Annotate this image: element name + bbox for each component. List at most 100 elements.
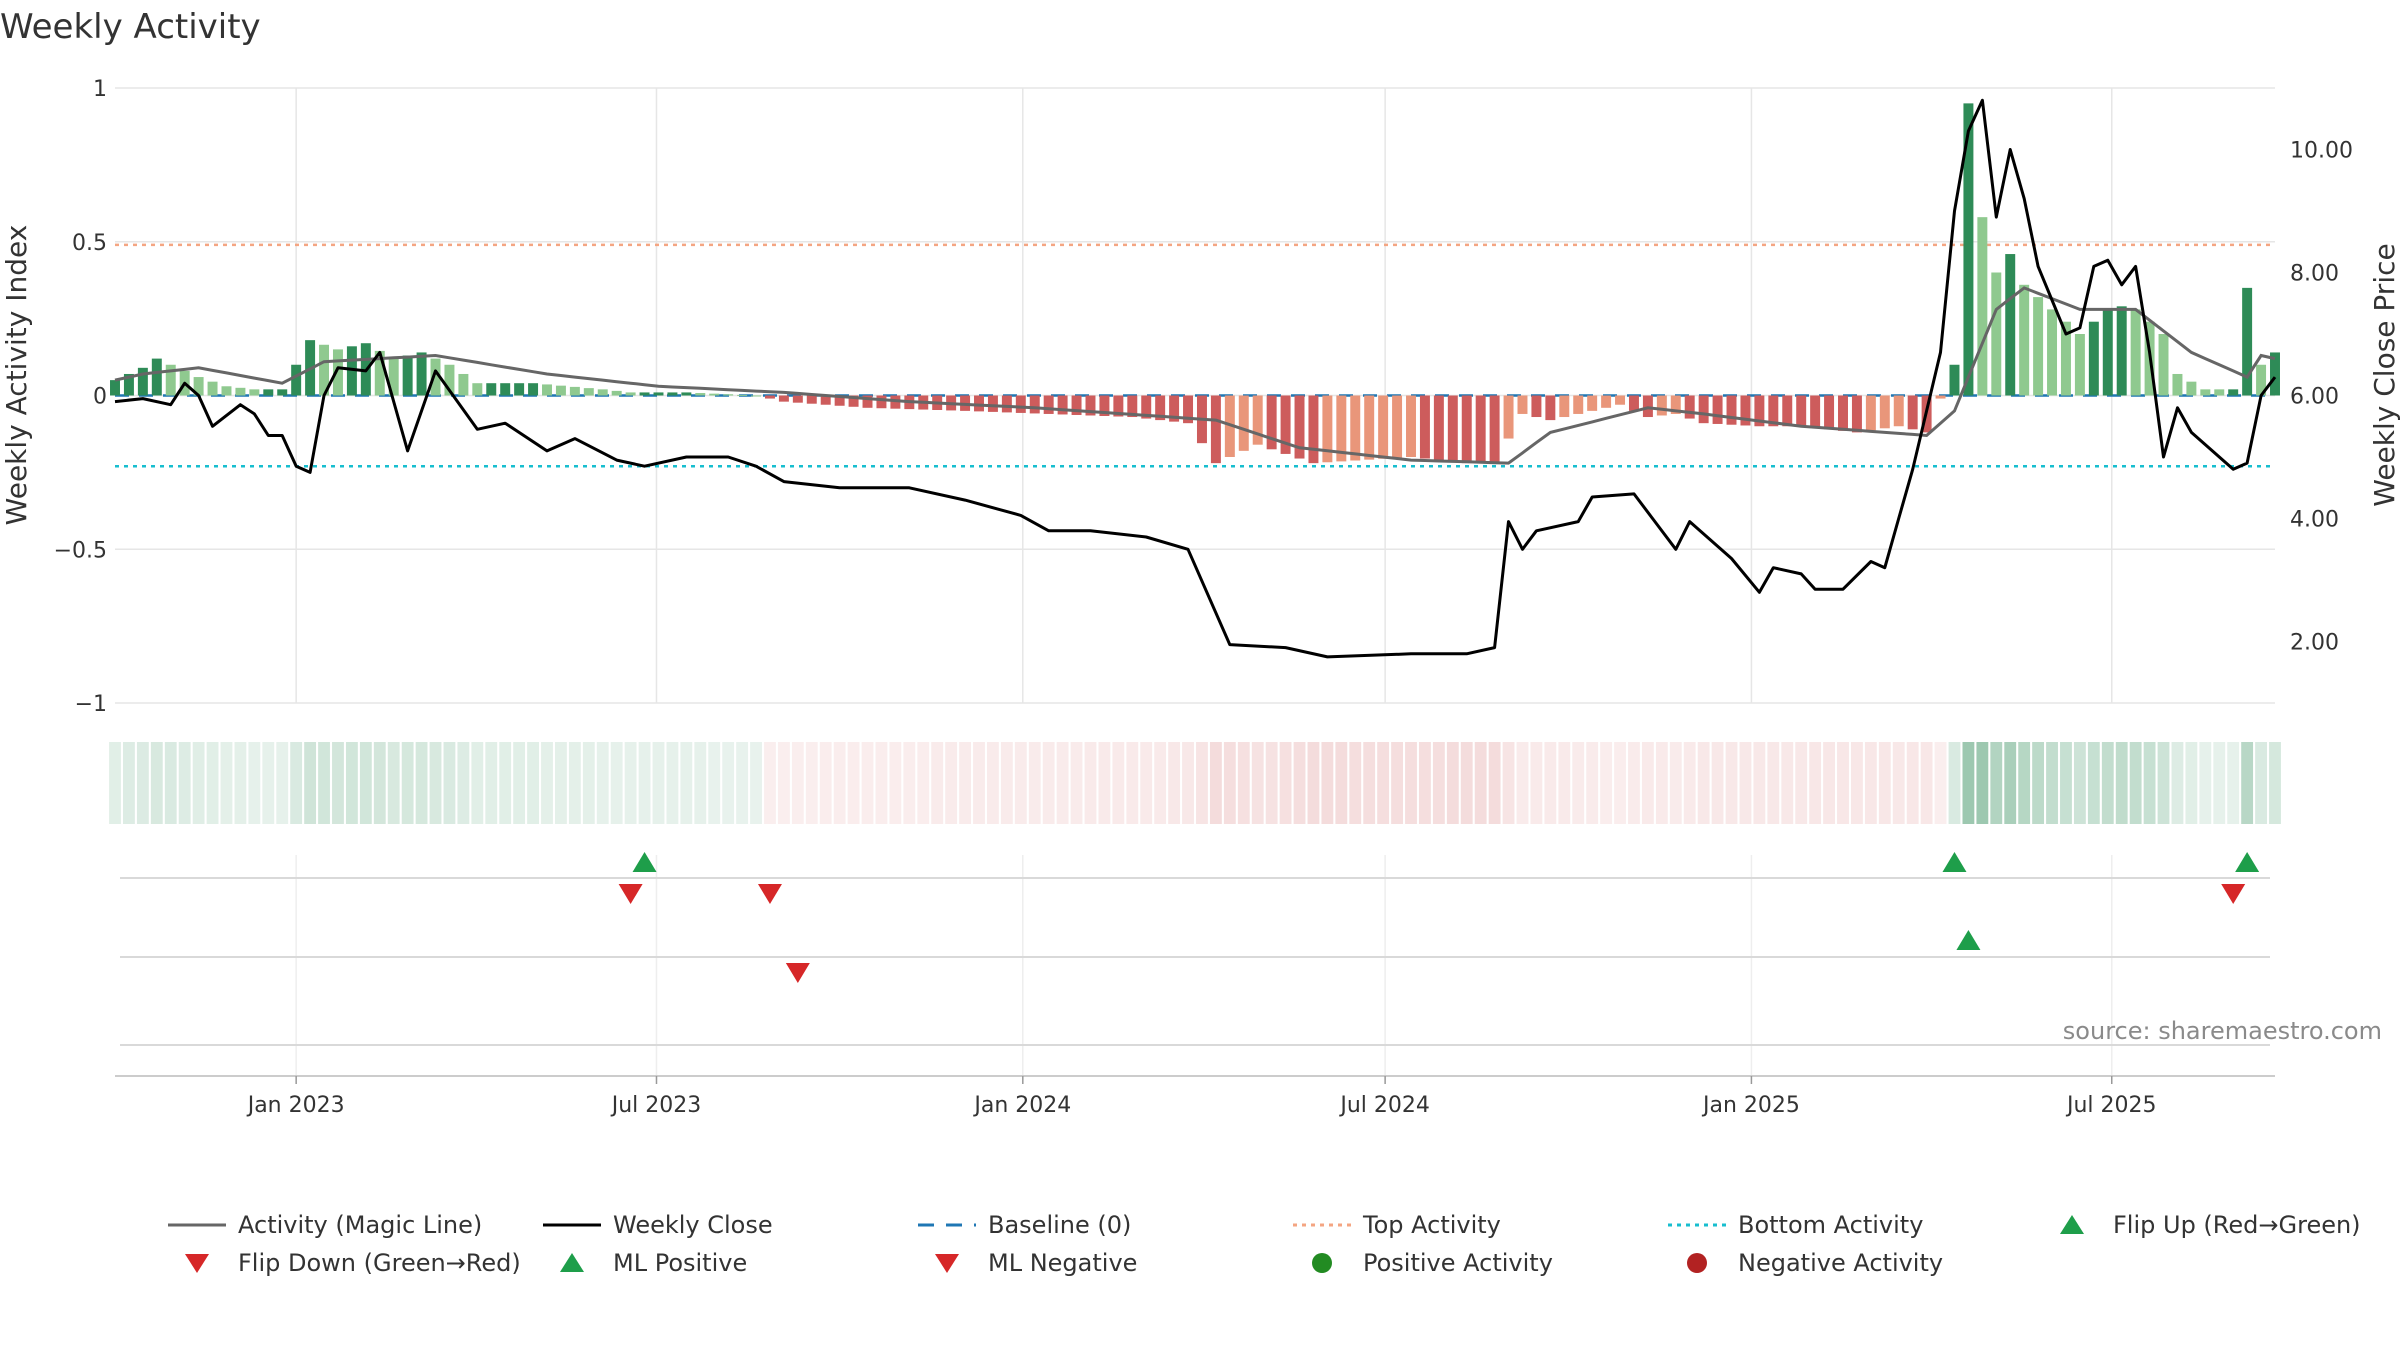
activity-bar [486,383,497,396]
heat-strip-cell [1544,742,1557,824]
heat-strip-cell [485,742,498,824]
activity-bar [277,389,288,396]
heat-strip-cell [973,742,985,824]
legend-label: Activity (Magic Line) [238,1211,482,1239]
activity-bar [792,395,803,403]
chart-title: Weekly Activity [0,7,261,47]
heat-strip-cell [1251,742,1264,824]
legend-swatch [2060,1215,2084,1234]
legend-label: ML Positive [613,1249,747,1277]
heat-strip-cell [1864,742,1877,824]
heat-strip-cell [513,742,526,824]
activity-bar [2228,389,2239,396]
activity-bar [110,380,120,396]
heat-strip-cell [1962,742,1975,824]
heat-strip-cell [2018,742,2031,824]
activity-bar [583,388,594,396]
heat-strip-cell [1084,742,1097,824]
heat-strip-cell [1014,742,1027,824]
heat-strip-cell [2199,742,2212,824]
heat-strip-cell [694,742,707,824]
activity-bar [667,392,678,396]
heat-strip-cell [1976,742,1989,824]
heat-strip-cell [680,742,693,824]
activity-bar [2130,309,2141,396]
activity-bar [1461,395,1472,464]
activity-bar [806,395,817,404]
heat-strip-cell [1391,742,1403,824]
activity-bar [569,386,580,396]
activity-bar [430,358,441,396]
activity-bar [1406,395,1416,457]
x-tick-label: Jul 2025 [2065,1093,2157,1118]
activity-bar [1796,395,1807,427]
event-markers [120,852,2270,1046]
ml-positive-marker [1956,930,1981,950]
heat-strip-cell [736,742,749,824]
heat-strip-cell [499,742,512,824]
heat-strip-cell [624,742,637,824]
y-tick-label: 0 [93,385,107,410]
activity-bar [1712,395,1723,424]
series-lines [114,98,2277,659]
heat-strip-cell [1168,742,1181,824]
activity-bar [1517,395,1528,414]
heat-strip-cell [1641,742,1654,824]
legend-label: Weekly Close [613,1211,773,1239]
heat-strip-cell [1209,742,1222,824]
activity-bar [416,352,427,396]
activity-bar [1071,395,1082,415]
activity-bar [1475,395,1486,464]
heat-strip-cell [1934,742,1947,824]
activity-bar [876,395,887,409]
activity-bar [1628,395,1639,411]
heat-strip-cell [206,742,219,824]
heat-strip-cell [1196,742,1208,824]
activity-bar [2060,321,2071,396]
activity-bar [263,389,274,396]
legend-item: Top Activity [1293,1211,1501,1239]
heat-strip-cell [1683,742,1696,824]
heat-strip-cell [1488,742,1501,824]
heat-strip-cell [1586,742,1599,824]
heat-strip-cell [2004,742,2017,824]
heat-strip-cell [1739,742,1752,824]
heat-strip-cell [652,742,665,824]
heat-strip-cell [1140,742,1153,824]
activity-bar [1907,395,1918,430]
heat-strip-cell [1182,742,1194,824]
heat-strip-cell [1349,742,1362,824]
activity-bar [458,373,469,396]
heat-strip-cell [318,742,330,824]
activity-bar [542,384,552,396]
heat-strip-cell [666,742,679,824]
heat-strip-cell [373,742,386,824]
heat-strip-cell [1725,742,1738,824]
heat-strip-cell [387,742,400,824]
heat-strip-cell [1837,742,1849,824]
heat-strip-cell [1809,742,1822,824]
activity-bar [1280,395,1291,454]
activity-bar [834,395,845,406]
magic-line [114,286,2276,465]
activity-bar [2116,306,2127,396]
activity-bar [848,395,859,407]
flip-up-marker [632,852,657,872]
heat-strip-cell [1823,742,1835,824]
flip-down-marker [2221,884,2246,904]
heat-strip-cell [1767,742,1780,824]
heat-strip-cell [1279,742,1292,824]
activity-bar [597,389,608,396]
heat-strip-cell [359,742,372,824]
heat-strip-cell [945,742,958,824]
activity-bar [639,392,650,396]
x-tick-label: Jan 2024 [972,1093,1071,1118]
activity-bar [1601,395,1612,408]
legend-label: Flip Down (Green→Red) [238,1249,521,1277]
heat-strip-cell [1223,742,1236,824]
activity-bar [1893,395,1904,427]
heat-strip-cell [596,742,609,824]
activity-bar [1210,395,1221,464]
heat-strip-cell [708,742,721,824]
